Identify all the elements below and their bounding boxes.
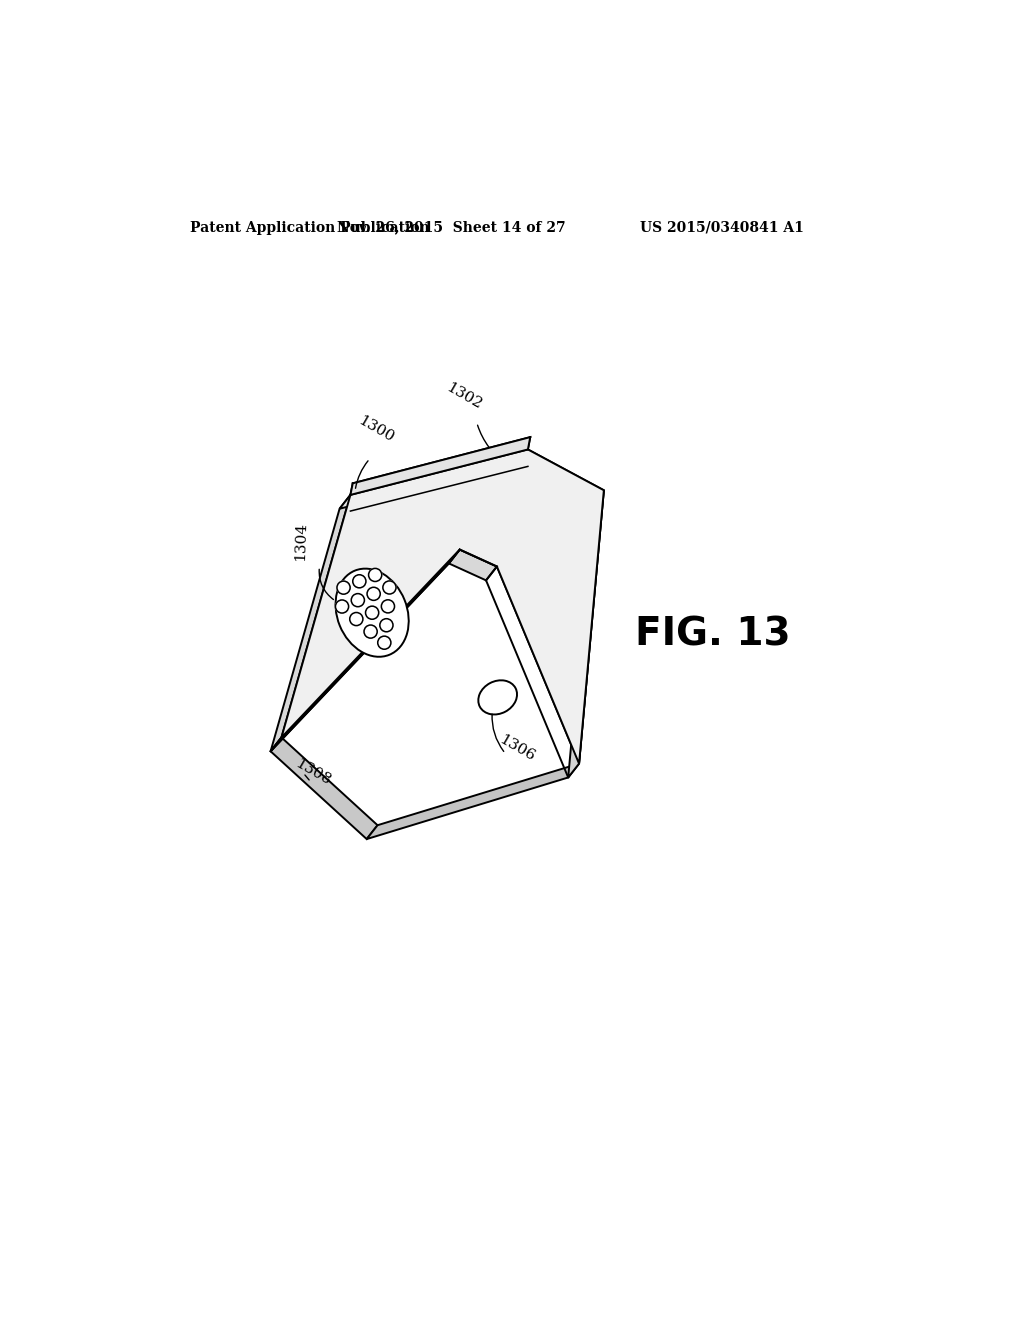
Polygon shape: [270, 495, 350, 751]
Polygon shape: [449, 549, 497, 581]
Text: 1306: 1306: [497, 733, 538, 763]
Polygon shape: [350, 437, 530, 495]
Text: US 2015/0340841 A1: US 2015/0340841 A1: [640, 220, 804, 235]
Circle shape: [378, 636, 391, 649]
Text: FIG. 13: FIG. 13: [635, 615, 791, 653]
Polygon shape: [340, 449, 528, 508]
Text: Nov. 26, 2015  Sheet 14 of 27: Nov. 26, 2015 Sheet 14 of 27: [337, 220, 565, 235]
Circle shape: [380, 619, 393, 632]
Text: 1308: 1308: [292, 756, 333, 788]
Polygon shape: [282, 449, 604, 763]
Ellipse shape: [336, 569, 409, 657]
Polygon shape: [270, 738, 378, 840]
Polygon shape: [568, 490, 604, 777]
Circle shape: [366, 606, 379, 619]
Text: 1302: 1302: [443, 381, 484, 412]
Circle shape: [364, 626, 377, 638]
Text: Patent Application Publication: Patent Application Publication: [190, 220, 430, 235]
Polygon shape: [270, 549, 460, 751]
Circle shape: [351, 594, 365, 607]
Circle shape: [367, 587, 380, 601]
Circle shape: [337, 581, 350, 594]
Text: 1304: 1304: [293, 523, 308, 561]
Polygon shape: [282, 449, 604, 763]
Polygon shape: [367, 763, 579, 840]
Circle shape: [383, 581, 396, 594]
Circle shape: [352, 574, 366, 587]
Circle shape: [369, 569, 382, 582]
Ellipse shape: [478, 680, 517, 714]
Circle shape: [350, 612, 362, 626]
Text: 1300: 1300: [355, 413, 396, 445]
Circle shape: [381, 599, 394, 612]
Circle shape: [336, 601, 348, 612]
